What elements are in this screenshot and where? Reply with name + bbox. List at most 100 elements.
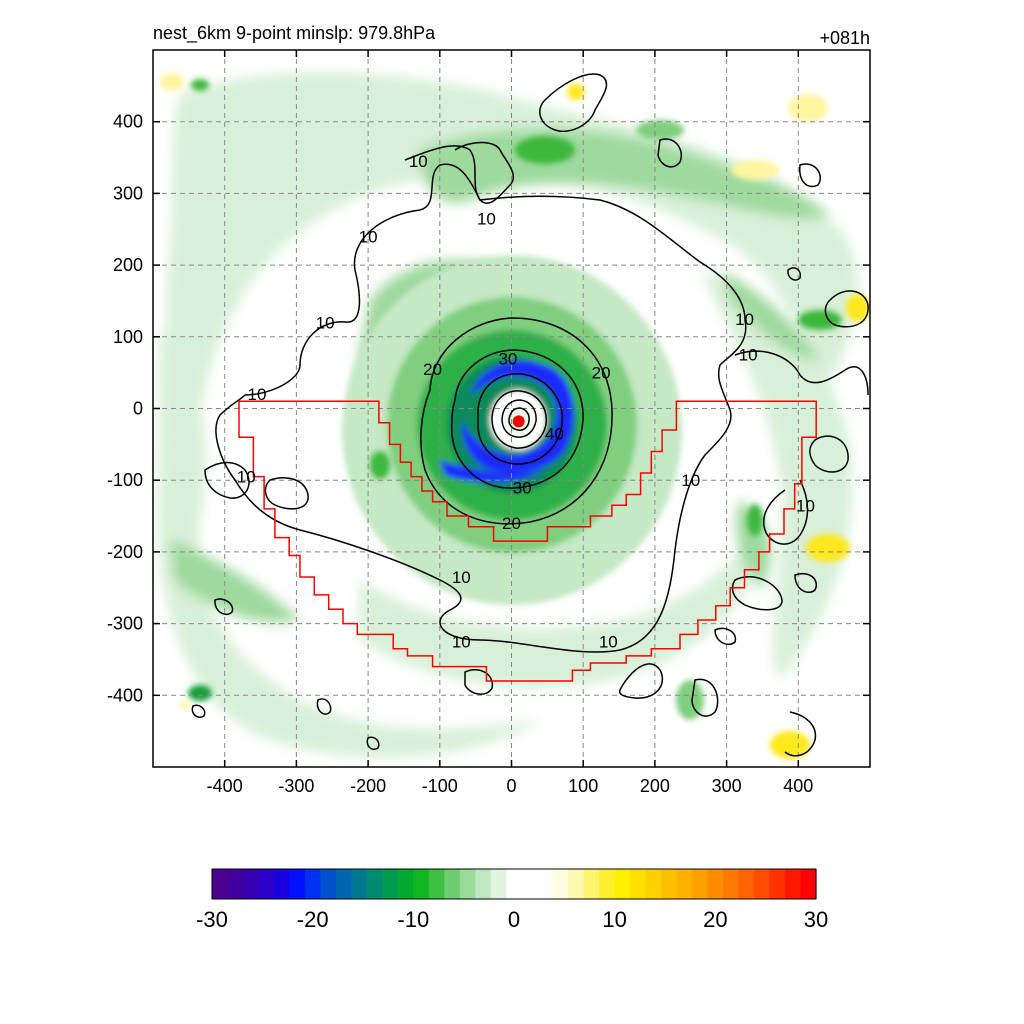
- colorbar-swatch: [661, 869, 678, 899]
- contour-30: [450, 349, 584, 489]
- nest-domain-outline: [238, 400, 817, 682]
- contour-label: 10: [796, 496, 815, 515]
- colorbar-swatch: [707, 869, 724, 899]
- yellow-patch: [806, 534, 850, 562]
- contour-10-north-band: [404, 141, 515, 205]
- outer-band-south: [360, 520, 770, 688]
- contour-40: [477, 373, 564, 465]
- contour-label: 10: [735, 310, 754, 329]
- contour-10-sw-3: [366, 736, 380, 750]
- x-axis: -400 -300 -200 -100 0 100 200 300 400: [207, 50, 813, 796]
- colorbar-swatch: [459, 869, 476, 899]
- colorbar-swatch: [769, 869, 786, 899]
- colorbar-swatch: [800, 869, 817, 899]
- y-axis: 400 300 200 100 0 -100 -200 -300 -400: [107, 112, 870, 705]
- colorbar-tick-label: 30: [804, 907, 828, 932]
- contour-20: [420, 317, 613, 525]
- colorbar-tick-label: 0: [508, 907, 520, 932]
- colorbar-swatch: [366, 869, 383, 899]
- colorbar-swatch: [475, 869, 492, 899]
- contour-label: 20: [502, 514, 521, 533]
- colorbar-swatch: [676, 869, 693, 899]
- y-tick-label: -200: [107, 542, 143, 562]
- contour-10-east-1: [824, 290, 869, 328]
- colorbar-swatch: [785, 869, 802, 899]
- eyewall-blue-arm: [440, 460, 545, 483]
- green-cell: [798, 310, 842, 330]
- colorbar-swatch: [227, 869, 244, 899]
- colorbar-tick-label: 20: [703, 907, 727, 932]
- eyewall-blue: [461, 360, 574, 474]
- positive-vorticity-patches: [160, 73, 870, 759]
- mid-band-se: [736, 500, 771, 590]
- contour-10-sw-2: [316, 698, 332, 715]
- colorbar-swatch: [723, 869, 740, 899]
- colorbar-swatch: [428, 869, 445, 899]
- colorbar-swatch: [521, 869, 538, 899]
- x-tick-label: 400: [783, 776, 813, 796]
- colorbar-swatch: [335, 869, 352, 899]
- y-tick-label: -400: [107, 685, 143, 705]
- colorbar: -30 -20 -10 0 10 20 30: [196, 868, 828, 932]
- colorbar-swatch: [382, 869, 399, 899]
- colorbar-swatch: [413, 869, 430, 899]
- mid-band-sw: [170, 540, 300, 623]
- core-shading: [342, 255, 682, 605]
- grid-lines: [153, 50, 870, 767]
- yellow-patch: [846, 294, 870, 322]
- colorbar-swatch: [630, 869, 647, 899]
- contour-10-sw-1: [214, 598, 234, 616]
- colorbar-tick-label: -10: [397, 907, 429, 932]
- green-cell: [191, 79, 209, 91]
- colorbar-swatch: [552, 869, 569, 899]
- colorbar-swatch: [599, 869, 616, 899]
- contour-label: 10: [681, 471, 700, 490]
- contour-10-e-small: [787, 267, 802, 281]
- contour-10-s-2: [691, 678, 719, 717]
- contour-label: 10: [316, 313, 335, 332]
- contour-10-s-1: [618, 663, 664, 699]
- colorbar-swatch: [289, 869, 306, 899]
- y-tick-label: 400: [113, 112, 143, 132]
- contour-label: 10: [359, 227, 378, 246]
- y-tick-label: 0: [133, 399, 143, 419]
- colorbar-swatch: [242, 869, 260, 899]
- contour-10-se-1: [731, 576, 783, 611]
- green-cell: [370, 451, 390, 479]
- contour-10-outer: [215, 163, 747, 653]
- contour-label: 40: [545, 425, 564, 444]
- mid-band-east: [720, 270, 820, 360]
- contour-label: 20: [592, 364, 611, 383]
- colorbar-swatch: [583, 869, 600, 899]
- contour-10-ese: [784, 711, 817, 757]
- plot-area: 10 10 10 10 10 10 10 10 10 10 10 10 10 20 20 20 30 30 40: [152, 49, 871, 768]
- y-tick-label: -100: [107, 470, 143, 490]
- colorbar-swatch: [692, 869, 709, 899]
- x-tick-label: 0: [506, 776, 516, 796]
- contour-label: 20: [423, 360, 442, 379]
- x-tick-label: 300: [712, 776, 742, 796]
- green-cell: [747, 504, 763, 536]
- x-tick-label: 200: [640, 776, 670, 796]
- storm-center-marker: [512, 415, 525, 428]
- contour-label: 10: [452, 633, 471, 652]
- yellow-patch: [731, 160, 779, 180]
- colorbar-swatch: [537, 869, 554, 899]
- vorticity-shading: [158, 72, 870, 759]
- contour-labels: 10 10 10 10 10 10 10 10 10 10 10 10 10 20 20 20 30 30 40: [237, 152, 815, 652]
- contour-10-east-2: [734, 350, 869, 396]
- contour-inner-3: [508, 407, 530, 431]
- contour-label: 30: [513, 478, 532, 497]
- contour-10-ne-1: [539, 73, 608, 132]
- x-tick-label: 100: [568, 776, 598, 796]
- x-tick-label: -100: [422, 776, 458, 796]
- yellow-patch: [770, 731, 810, 759]
- colorbar-swatch: [351, 869, 368, 899]
- colorbar-swatch: [754, 869, 771, 899]
- green-cell: [636, 120, 684, 140]
- y-tick-label: 100: [113, 327, 143, 347]
- y-tick-label: 300: [113, 183, 143, 203]
- contour-label: 10: [739, 346, 758, 365]
- yellow-patch: [160, 73, 184, 91]
